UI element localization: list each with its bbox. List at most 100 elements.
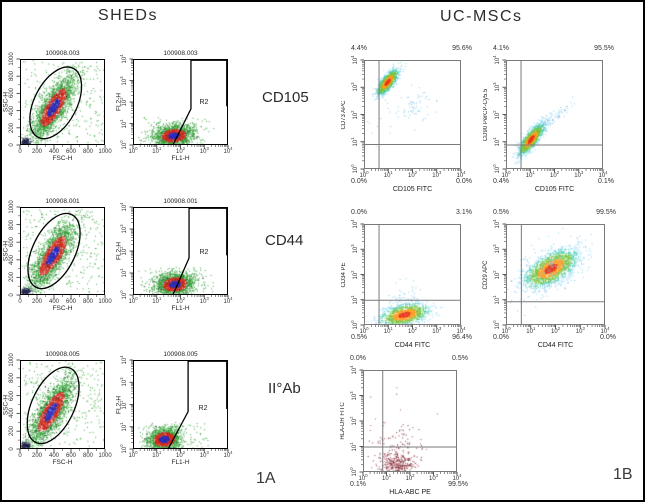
tick-x: 102 [405, 473, 415, 482]
tick-x: 104 [223, 296, 233, 305]
quad-percent-tl: 0.0% [351, 209, 367, 216]
ucmsc-cd34-vs-cd44-ylabel: CD34 PE [341, 261, 347, 288]
tick-y: 100 [119, 140, 128, 150]
tick-x: 400 [48, 299, 60, 305]
ucmsc-cd90-vs-cd105-axes [502, 59, 604, 173]
tick-y: 104 [350, 219, 359, 229]
quad-percent-bl: 0.4% [493, 178, 509, 185]
tick-x: 104 [598, 170, 608, 179]
tick-y: 600 [9, 88, 15, 99]
tick-y: 101 [119, 268, 128, 278]
tick-y: 800 [9, 219, 15, 230]
tick-y: 103 [119, 377, 128, 387]
tick-y: 104 [119, 202, 128, 212]
sheds-cd44-fl1-fl2-axes [129, 206, 229, 299]
tick-x: 101 [152, 146, 162, 155]
tick-x: 104 [223, 450, 233, 459]
tick-y: 100 [349, 467, 358, 477]
tick-y: 102 [119, 400, 128, 409]
tick-x: 104 [223, 146, 233, 155]
ucmsc-cd29-vs-cd44-axes [502, 223, 606, 329]
tick-x: 800 [82, 453, 94, 459]
tick-y: 800 [9, 372, 15, 383]
tick-y: 103 [350, 82, 359, 92]
row-label-secondary-antibody: II°Ab [268, 380, 301, 397]
tick-y: 101 [350, 295, 359, 305]
ucmsc-cd90-vs-cd105-ylabel: CD90 PerCP-Cy5.5 [483, 88, 489, 141]
tick-y: 102 [350, 270, 359, 279]
tick-y: 104 [492, 219, 501, 229]
quad-percent-bl: 0.5% [351, 334, 367, 341]
sheds-cd44-fsc-ssc-axes [16, 206, 106, 299]
quad-percent-bl: 0.0% [351, 178, 367, 185]
tick-y: 103 [492, 244, 501, 254]
quad-percent-br: 96.4% [452, 334, 472, 341]
ucmsc-cd73-vs-cd105-axes [360, 59, 462, 173]
tick-x: 102 [408, 170, 417, 179]
tick-x: 1000 [98, 453, 112, 459]
row-label-cd44: CD44 [265, 232, 304, 249]
quad-percent-tl: 4.1% [493, 45, 509, 52]
sheds-cd105-fsc-ssc-xlabel: FSC-H [52, 155, 73, 162]
right-panel-title: UC-MSCs [440, 8, 523, 25]
tick-x: 100 [358, 473, 368, 482]
quad-percent-tr: 99.5% [596, 209, 616, 216]
figure-label-1b: 1B [613, 466, 633, 483]
tick-x: 102 [176, 146, 185, 155]
sheds-iiab-fsc-ssc-dots [20, 360, 105, 449]
sheds-cd105-fl1-fl2-gate-label: R2 [199, 98, 209, 106]
tick-y: 104 [119, 355, 128, 365]
ucmsc-cd29-vs-cd44-dots [506, 224, 605, 325]
tick-x: 103 [199, 146, 209, 155]
tick-x: 1000 [98, 149, 112, 155]
tick-x: 1000 [98, 299, 112, 305]
tick-y: 104 [350, 55, 359, 65]
tick-x: 200 [31, 453, 43, 459]
tick-y: 103 [492, 82, 501, 92]
sheds-cd44-fl1-fl2-xlabel: FL1-H [171, 305, 190, 312]
sheds-iiab-fl1-fl2-dots [133, 360, 228, 449]
tick-y: 103 [119, 224, 128, 234]
tick-x: 103 [574, 170, 584, 179]
tick-x: 104 [600, 326, 610, 335]
sheds-iiab-fsc-ssc-title: 100908.005 [45, 351, 80, 358]
sheds-cd105-fsc-ssc-title: 100908.003 [45, 50, 80, 57]
quad-percent-tr: 3.1% [456, 209, 472, 216]
tick-x: 102 [176, 450, 185, 459]
sheds-cd44-fl1-fl2-gate-label: R2 [199, 249, 209, 257]
left-panel-title: SHEDs [98, 7, 158, 24]
ucmsc-cd29-vs-cd44-xlabel: CD44 FITC [537, 342, 574, 349]
quad-percent-bl: 0.0% [493, 334, 509, 341]
tick-y: 101 [350, 137, 359, 147]
tick-x: 101 [152, 296, 162, 305]
tick-y: 1000 [9, 200, 15, 214]
tick-x: 0 [18, 299, 22, 305]
sheds-cd44-fsc-ssc-dots [20, 207, 105, 295]
ucmsc-cd73-vs-cd105-dots [364, 60, 461, 169]
row-label-cd105: CD105 [262, 89, 309, 106]
quad-percent-tr: 95.5% [594, 45, 614, 52]
quad-percent-br: 99.5% [448, 481, 468, 488]
tick-x: 100 [501, 170, 511, 179]
tick-x: 101 [526, 326, 536, 335]
tick-x: 100 [359, 170, 369, 179]
sheds-cd105-fsc-ssc-dots [20, 59, 105, 145]
sheds-iiab-fl1-fl2-gate-label: R2 [198, 404, 208, 412]
tick-x: 103 [199, 450, 209, 459]
tick-x: 103 [432, 326, 442, 335]
sheds-cd44-fl1-fl2-title: 100908.001 [163, 198, 198, 205]
tick-y: 100 [492, 320, 501, 330]
tick-y: 101 [492, 137, 501, 147]
tick-y: 101 [492, 295, 501, 305]
ucmsc-hladr-vs-hlaabc-ylabel: HLA-DR FITC [340, 402, 346, 440]
tick-y: 0 [9, 143, 15, 147]
tick-y: 103 [350, 244, 359, 254]
tick-y: 101 [349, 442, 358, 451]
ucmsc-hladr-vs-hlaabc-axes [359, 369, 458, 476]
sheds-cd105-fsc-ssc-axes [16, 58, 106, 149]
tick-y: 1000 [9, 52, 15, 66]
tick-x: 101 [525, 170, 535, 179]
sheds-iiab-fl1-fl2-axes [129, 359, 229, 453]
tick-y: 200 [9, 426, 15, 437]
